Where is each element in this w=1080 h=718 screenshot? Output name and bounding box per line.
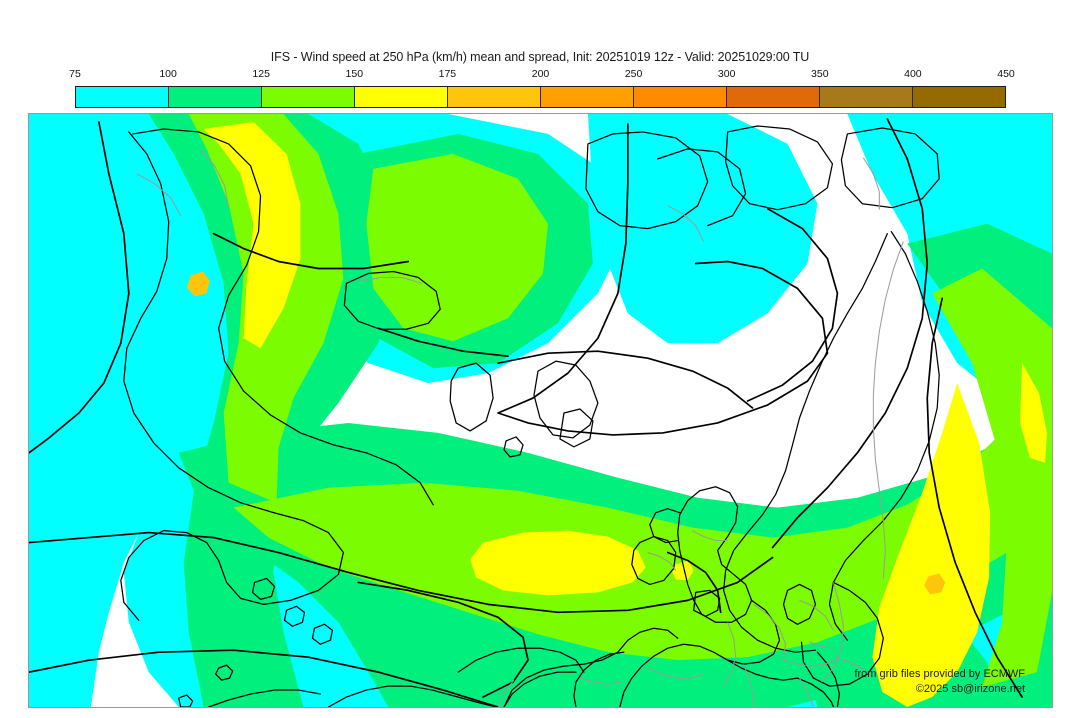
fill-band-75-100 [587, 114, 818, 344]
colorbar-segment [633, 87, 726, 107]
colorbar-tick: 400 [904, 68, 922, 80]
colorbar-tick: 250 [624, 68, 643, 80]
fill-band-175-200 [186, 271, 210, 297]
page-title: IFS - Wind speed at 250 hPa (km/h) mean … [270, 50, 810, 64]
colorbar-tick: 125 [252, 68, 270, 80]
colorbar-tick: 450 [997, 68, 1015, 80]
wind-speed-contour-map [29, 114, 1052, 707]
fill-band-150-175 [872, 383, 991, 707]
colorbar-tick: 350 [811, 68, 829, 80]
colorbar-segment [261, 87, 354, 107]
colorbar-gradient-bar [75, 86, 1006, 108]
colorbar-segment [726, 87, 819, 107]
colorbar-segment [819, 87, 912, 107]
colorbar-tick: 75 [69, 68, 81, 80]
colorbar-tick: 150 [345, 68, 364, 80]
colorbar: 75 100 125 150 175 200 250 300 350 400 450 [69, 68, 1015, 108]
colorbar-tick-labels: 75 100 125 150 175 200 250 300 350 400 450 [69, 68, 1015, 82]
fill-band-150-175 [470, 530, 646, 596]
colorbar-segment [168, 87, 261, 107]
fill-band-150-175 [1020, 363, 1048, 463]
fill-band-75-100 [29, 114, 254, 707]
colorbar-segment [447, 87, 540, 107]
colorbar-tick: 100 [159, 68, 177, 80]
colorbar-tick: 175 [438, 68, 457, 80]
colorbar-tick: 300 [717, 68, 736, 80]
colorbar-tick: 200 [531, 68, 550, 80]
fill-band-125-150 [366, 153, 548, 342]
fill-band-150-175 [203, 121, 301, 349]
colorbar-segment [912, 87, 1005, 107]
colorbar-segment [540, 87, 633, 107]
fill-band-175-200 [924, 573, 946, 595]
coastlines [120, 125, 940, 707]
colorbar-segment [354, 87, 447, 107]
fill-band-150-175 [671, 560, 694, 581]
fill-band-125-150 [233, 368, 1052, 661]
spread-contour-lines [29, 118, 1023, 707]
country-borders [136, 149, 904, 707]
map-panel[interactable]: from grib files provided by ECMWF ©2025 … [28, 113, 1053, 708]
colorbar-segment [76, 87, 168, 107]
